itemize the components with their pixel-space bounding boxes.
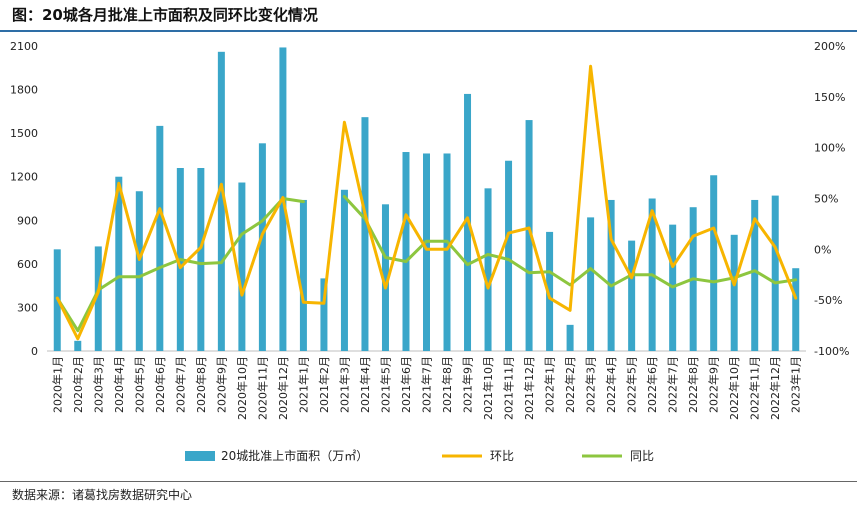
bar (587, 217, 595, 351)
bar (299, 199, 307, 351)
x-tick-label: 2022年10月 (727, 356, 741, 420)
left-tick-label: 1500 (10, 127, 38, 140)
bar (217, 51, 225, 352)
left-tick-label: 2100 (10, 40, 38, 53)
bar (156, 125, 164, 351)
x-tick-label: 2022年9月 (707, 356, 721, 413)
x-tick-label: 2021年6月 (399, 356, 413, 413)
bar (771, 195, 779, 351)
x-tick-label: 2022年2月 (563, 356, 577, 413)
footer-divider (0, 481, 857, 482)
left-tick-label: 0 (31, 345, 38, 358)
bar (484, 188, 492, 351)
x-tick-label: 2021年9月 (461, 356, 475, 413)
x-tick-label: 2022年6月 (645, 356, 659, 413)
legend-label-yoy: 同比 (630, 449, 654, 463)
legend-label-mom: 环比 (490, 449, 514, 463)
x-tick-label: 2020年9月 (214, 356, 228, 413)
line-series (55, 64, 798, 341)
bar (525, 120, 533, 351)
x-tick-label: 2021年10月 (481, 356, 495, 420)
x-tick-label: 2021年2月 (317, 356, 331, 413)
x-tick-label: 2021年3月 (337, 356, 351, 413)
x-tick-label: 2022年12月 (768, 356, 782, 420)
x-tick-label: 2022年11月 (748, 356, 762, 420)
source-note: 数据来源：诸葛找房数据研究中心 (12, 488, 193, 502)
x-tick-label: 2021年4月 (358, 356, 372, 413)
axis-labels: 0 300 600 900 1200 1500 1800 2100 -100% -50% 0% 50%… (10, 40, 849, 420)
bar (607, 199, 615, 351)
chart: 0 300 600 900 1200 1500 1800 2100 -100% -50% 0% 50%… (10, 40, 849, 463)
right-tick-label: 150% (814, 91, 845, 104)
chart-title: 图：20城各月批准上市面积及同环比变化情况 (12, 6, 318, 24)
bar (710, 175, 718, 351)
x-tick-label: 2021年12月 (522, 356, 536, 420)
bar (381, 204, 389, 351)
x-tick-label: 2020年10月 (235, 356, 249, 420)
bar (546, 231, 554, 351)
bar (566, 324, 574, 351)
legend-label-bar: 20城批准上市面积（万㎡） (221, 448, 368, 463)
bar (197, 168, 205, 351)
x-tick-label: 2023年1月 (789, 356, 803, 413)
left-tick-label: 900 (17, 214, 38, 227)
x-tick-label: 2020年8月 (194, 356, 208, 413)
bar (74, 340, 82, 351)
bar (751, 199, 759, 351)
bar (361, 117, 369, 352)
x-tick-label: 2020年7月 (173, 356, 187, 413)
title-divider (0, 30, 857, 32)
left-tick-label: 600 (17, 258, 38, 271)
x-tick-label: 2020年2月 (71, 356, 85, 413)
mom-line (55, 64, 798, 341)
bar (730, 234, 738, 351)
left-tick-label: 1800 (10, 84, 38, 97)
x-tick-label: 2021年7月 (420, 356, 434, 413)
x-tick-label: 2020年4月 (112, 356, 126, 413)
bar (115, 176, 123, 351)
x-tick-label: 2020年12月 (276, 356, 290, 420)
bar (258, 143, 266, 351)
bar (443, 153, 451, 351)
bar (320, 278, 328, 351)
legend-swatch-bar (185, 451, 215, 461)
bar (423, 153, 430, 351)
bar (340, 189, 348, 351)
right-tick-label: 200% (814, 40, 845, 53)
x-tick-label: 2020年11月 (255, 356, 269, 420)
x-tick-label: 2020年6月 (153, 356, 167, 413)
bar (402, 152, 410, 351)
left-tick-label: 300 (17, 301, 38, 314)
bar (505, 160, 513, 351)
right-tick-label: 100% (814, 142, 845, 155)
right-tick-label: -50% (814, 294, 842, 307)
x-tick-label: 2022年5月 (625, 356, 639, 413)
x-tick-label: 2020年1月 (50, 356, 64, 413)
x-tick-label: 2022年1月 (543, 356, 557, 413)
x-tick-label: 2022年8月 (686, 356, 700, 413)
bar (628, 240, 636, 351)
x-tick-label: 2022年4月 (604, 356, 618, 413)
x-tick-label: 2022年7月 (666, 356, 680, 413)
x-tick-label: 2021年8月 (440, 356, 454, 413)
x-tick-label: 2021年11月 (502, 356, 516, 420)
x-tick-label: 2020年5月 (132, 356, 146, 413)
x-tick-label: 2021年5月 (378, 356, 392, 413)
bar-series (53, 47, 800, 352)
yoy-line (342, 195, 798, 289)
x-tick-label: 2022年3月 (584, 356, 598, 413)
bar (94, 246, 102, 351)
x-tick-label: 2021年1月 (296, 356, 310, 413)
bar (135, 191, 143, 351)
right-tick-label: -100% (814, 345, 849, 358)
bar (238, 182, 246, 351)
right-tick-label: 0% (814, 243, 831, 256)
left-tick-label: 1200 (10, 171, 38, 184)
bar (792, 268, 800, 351)
x-tick-label: 2020年3月 (91, 356, 105, 413)
right-tick-label: 50% (814, 193, 838, 206)
legend: 20城批准上市面积（万㎡） 环比 同比 (185, 448, 654, 463)
